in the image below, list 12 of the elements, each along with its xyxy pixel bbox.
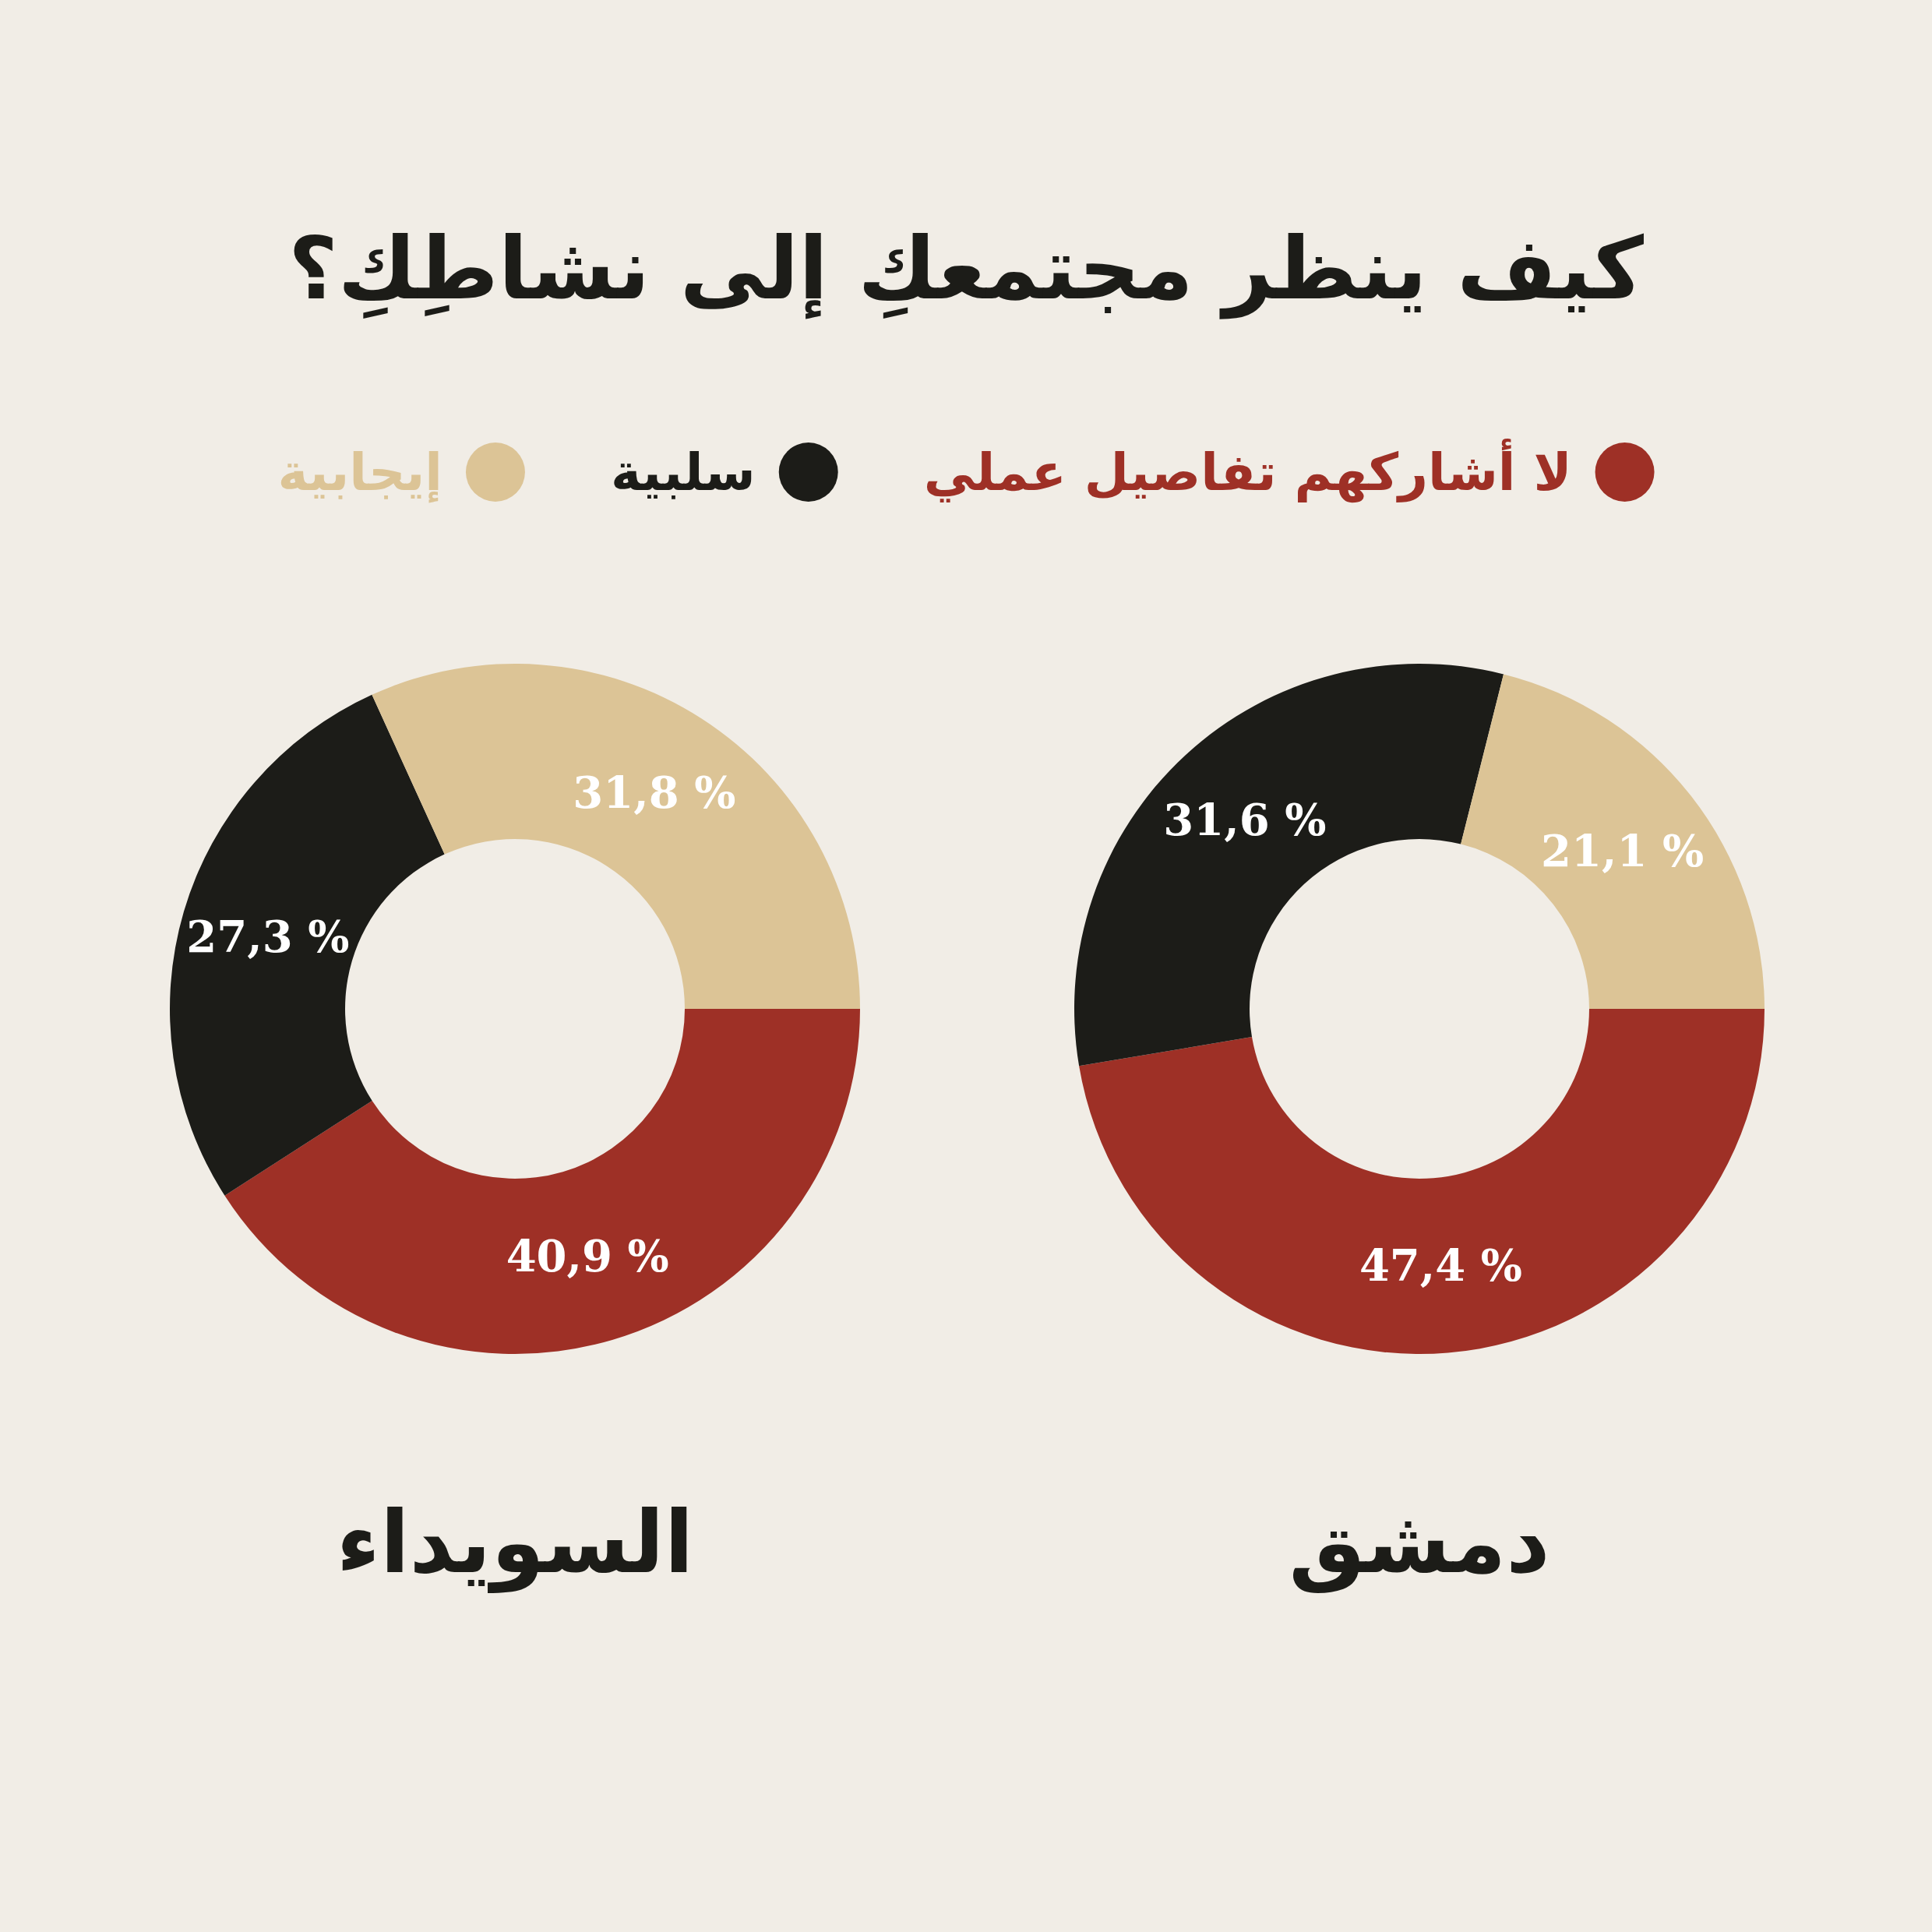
data-label: 40,9 % bbox=[506, 1230, 669, 1282]
text: كيف ينظر مجتمعكِ إلى نشاطِكِ؟ bbox=[287, 219, 1645, 319]
data-label: 47,4 % bbox=[1359, 1239, 1523, 1292]
data-label: 31,8 % bbox=[573, 767, 736, 819]
legend-label: سلبية bbox=[610, 442, 756, 502]
data-label: 27,3 % bbox=[186, 910, 350, 962]
legend-label: لا أشاركهم تفاصيل عملي bbox=[923, 438, 1572, 503]
data-label: 31,6 % bbox=[1163, 794, 1327, 846]
data-label: 21,1 % bbox=[1541, 824, 1705, 876]
legend-label: إيجابية bbox=[277, 442, 442, 503]
text: دمشق bbox=[1289, 1493, 1550, 1593]
text: السويداء bbox=[336, 1493, 694, 1593]
